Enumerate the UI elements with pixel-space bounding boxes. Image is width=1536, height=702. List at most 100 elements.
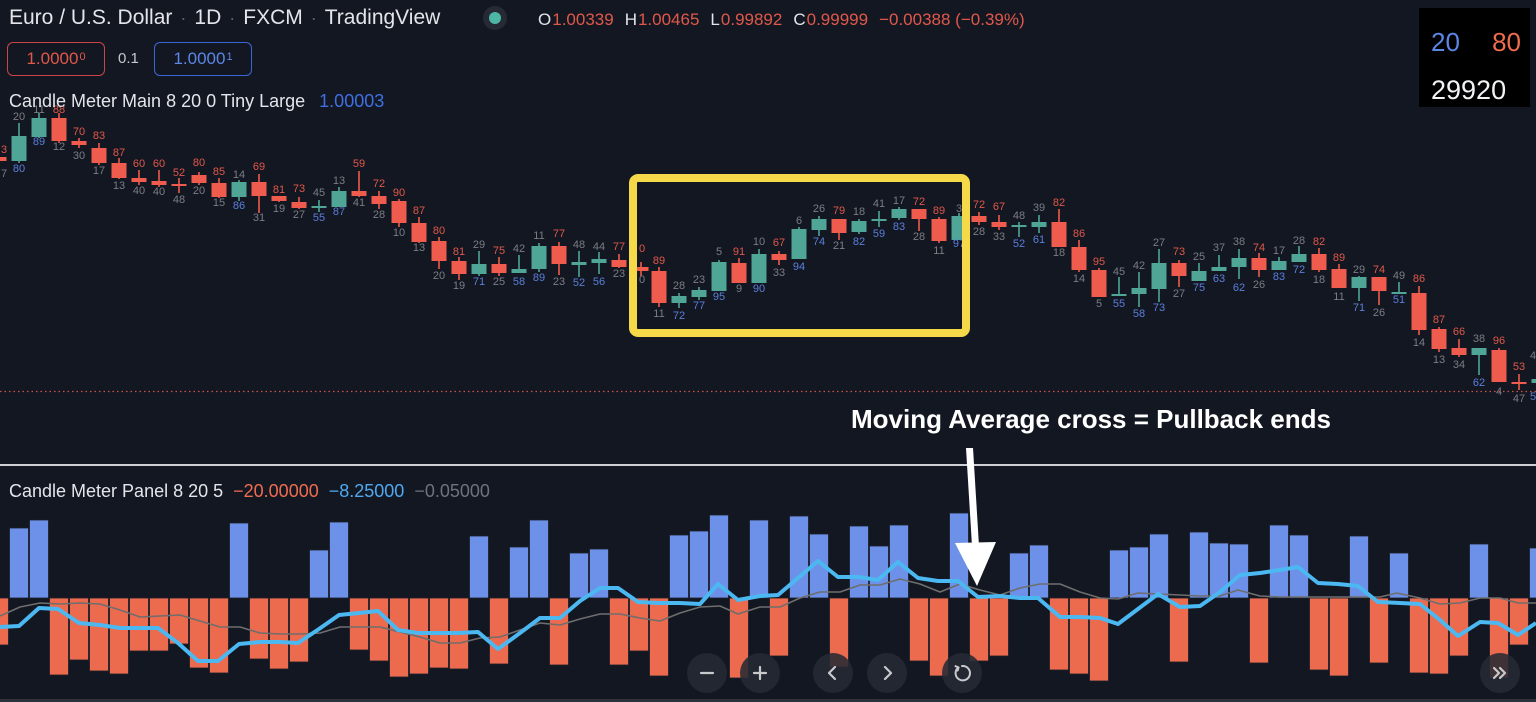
candle-bottom-label: 28 bbox=[373, 209, 385, 221]
candle[interactable]: 37 63 bbox=[1211, 242, 1227, 285]
candle[interactable]: 82 18 bbox=[1311, 236, 1327, 286]
candle[interactable]: 14 86 bbox=[231, 169, 247, 212]
candle[interactable]: 45 55 bbox=[1111, 266, 1127, 310]
candle[interactable]: 11 89 bbox=[531, 230, 547, 284]
candle[interactable]: 75 25 bbox=[491, 245, 507, 288]
candle-meter-panel-chart[interactable] bbox=[0, 466, 1536, 699]
candle[interactable]: 38 62 bbox=[1471, 333, 1487, 389]
histogram-bar-bullish bbox=[1149, 533, 1169, 599]
candle[interactable]: 81 19 bbox=[271, 184, 287, 215]
zoom-in-button[interactable] bbox=[740, 653, 780, 693]
panel-indicator-legend[interactable]: Candle Meter Panel 8 20 5 −20.00000 −8.2… bbox=[9, 479, 490, 503]
candle[interactable]: 80 20 bbox=[431, 225, 447, 282]
candle[interactable]: 37 bbox=[0, 144, 7, 180]
chevron-right-icon bbox=[883, 665, 893, 681]
candle[interactable]: 72 28 bbox=[371, 178, 387, 221]
candle[interactable]: 79 21 bbox=[831, 205, 847, 252]
candle[interactable]: 27 73 bbox=[1151, 237, 1167, 314]
candle[interactable]: 66 34 bbox=[1451, 326, 1467, 371]
timeframe[interactable]: 1D bbox=[194, 6, 222, 29]
candle[interactable]: 5 95 bbox=[711, 246, 727, 303]
candle[interactable]: 85 15 bbox=[211, 166, 227, 209]
candle[interactable]: 53 47 bbox=[1511, 361, 1527, 405]
candle[interactable]: 13 87 bbox=[331, 175, 347, 218]
candle[interactable]: 42 58 bbox=[1131, 260, 1147, 320]
candle[interactable]: 81 19 bbox=[451, 246, 467, 292]
candle[interactable]: 45 bbox=[1530, 350, 1536, 403]
candle[interactable]: 86 14 bbox=[1411, 273, 1427, 349]
histogram-bar-bearish bbox=[549, 597, 569, 666]
candle[interactable]: 48 52 bbox=[1011, 210, 1027, 250]
candle[interactable]: 72 28 bbox=[911, 196, 927, 243]
candle[interactable]: 6 94 bbox=[791, 215, 807, 273]
market-status-icon[interactable] bbox=[483, 6, 507, 30]
candle[interactable]: 80 20 bbox=[191, 157, 207, 197]
candle[interactable]: 83 17 bbox=[91, 130, 107, 177]
candle[interactable]: 77 23 bbox=[611, 241, 627, 280]
candle[interactable]: 87 13 bbox=[411, 205, 427, 254]
candle[interactable]: 23 77 bbox=[691, 274, 707, 312]
candle[interactable]: 29 71 bbox=[1351, 264, 1367, 314]
candle[interactable]: 86 14 bbox=[1071, 228, 1087, 285]
candle[interactable]: 96 4 bbox=[1491, 335, 1507, 398]
candle[interactable]: 77 23 bbox=[551, 228, 567, 288]
main-indicator-legend[interactable]: Candle Meter Main 8 20 0 Tiny Large 1.00… bbox=[9, 89, 384, 113]
candle[interactable]: 28 72 bbox=[671, 280, 687, 322]
candle-top-label: 23 bbox=[693, 274, 705, 286]
candle[interactable]: 59 41 bbox=[351, 158, 367, 209]
candle-body bbox=[591, 259, 607, 263]
candle[interactable]: 45 55 bbox=[311, 187, 327, 224]
scroll-left-button[interactable] bbox=[813, 653, 853, 693]
scroll-right-button[interactable] bbox=[867, 653, 907, 693]
candle[interactable]: 39 61 bbox=[1031, 202, 1047, 246]
candle[interactable]: 89 11 bbox=[1331, 252, 1347, 303]
zoom-out-button[interactable] bbox=[687, 653, 727, 693]
reset-chart-button[interactable] bbox=[942, 653, 982, 693]
candle[interactable]: 26 74 bbox=[811, 203, 827, 248]
candle[interactable]: 60 40 bbox=[151, 158, 167, 198]
sell-price-button[interactable]: 1.0000 0 bbox=[7, 42, 105, 76]
candle[interactable]: 72 28 bbox=[971, 199, 987, 238]
candle[interactable]: 00 bbox=[633, 243, 649, 286]
candle[interactable]: 73 27 bbox=[291, 183, 307, 221]
candle[interactable]: 87 13 bbox=[1431, 314, 1447, 366]
main-price-chart[interactable]: 3720801189881270308317871360406040524880… bbox=[0, 0, 1536, 464]
candle[interactable]: 48 52 bbox=[571, 239, 587, 289]
candle[interactable]: 67 33 bbox=[771, 237, 787, 279]
candle[interactable]: 44 56 bbox=[591, 241, 607, 288]
candle[interactable]: 74 26 bbox=[1251, 242, 1267, 291]
candle[interactable]: 89 11 bbox=[931, 205, 947, 257]
candle[interactable]: 49 51 bbox=[1391, 270, 1407, 306]
buy-price-button[interactable]: 1.0000 1 bbox=[154, 42, 252, 76]
candle[interactable]: 91 9 bbox=[731, 246, 747, 295]
candle[interactable]: 90 10 bbox=[391, 187, 407, 239]
pane-separator[interactable] bbox=[0, 464, 1536, 466]
candle[interactable]: 52 48 bbox=[171, 167, 187, 206]
candle[interactable]: 73 27 bbox=[1171, 246, 1187, 300]
candle[interactable]: 82 18 bbox=[1051, 197, 1067, 259]
candle[interactable]: 10 90 bbox=[751, 236, 767, 295]
candle[interactable]: 25 75 bbox=[1191, 251, 1207, 294]
candle[interactable]: 67 33 bbox=[991, 201, 1007, 243]
candle[interactable]: 88 12 bbox=[51, 104, 67, 153]
scroll-to-latest-button[interactable] bbox=[1480, 653, 1520, 693]
candle[interactable]: 69 31 bbox=[251, 161, 267, 224]
candle[interactable]: 74 26 bbox=[1371, 264, 1387, 319]
symbol-title[interactable]: Euro / U.S. Dollar · 1D · FXCM · Trading… bbox=[9, 5, 440, 31]
candle[interactable]: 28 72 bbox=[1291, 235, 1307, 276]
candle[interactable]: 42 58 bbox=[511, 243, 527, 288]
candle[interactable]: 11 89 bbox=[31, 104, 47, 148]
candle[interactable]: 29 71 bbox=[471, 239, 487, 288]
candle[interactable]: 89 11 bbox=[651, 255, 667, 320]
candle[interactable]: 38 62 bbox=[1231, 236, 1247, 294]
candle[interactable]: 70 30 bbox=[71, 126, 87, 162]
candle[interactable]: 87 13 bbox=[111, 147, 127, 192]
candle[interactable]: 60 40 bbox=[131, 158, 147, 197]
candle[interactable]: 41 59 bbox=[871, 198, 887, 240]
candle-bottom-label: 21 bbox=[833, 240, 845, 252]
candle[interactable]: 95 5 bbox=[1091, 256, 1107, 310]
